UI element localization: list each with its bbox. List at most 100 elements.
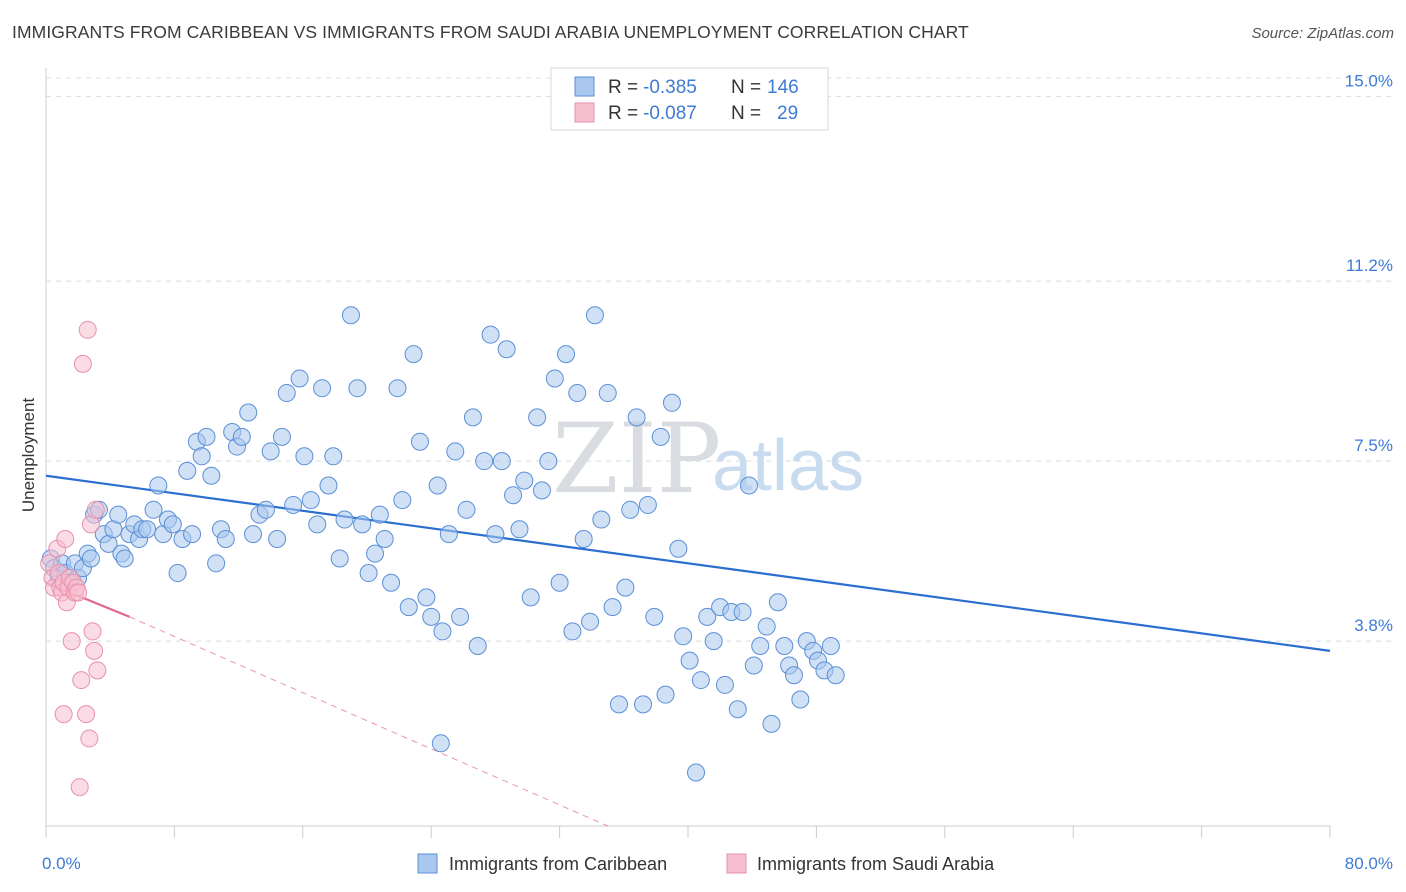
caribbean-point-55 <box>308 515 327 534</box>
caribbean-point-98 <box>557 345 576 364</box>
caribbean-point-31 <box>178 461 197 480</box>
legend-n-value-caribbean: 146 <box>767 77 799 98</box>
caribbean-point-83 <box>468 637 487 656</box>
caribbean-point-70 <box>393 491 412 510</box>
legend-r-value-saudi: -0.087 <box>643 103 697 124</box>
caribbean-point-89 <box>504 486 523 505</box>
saudi-point-21 <box>80 729 99 748</box>
saudi-point-27 <box>54 705 73 724</box>
caribbean-point-24 <box>144 500 163 519</box>
bottom-legend-swatch-caribbean <box>417 853 438 874</box>
caribbean-point-96 <box>545 369 564 388</box>
caribbean-point-88 <box>497 340 516 359</box>
saudi-point-25 <box>86 500 105 519</box>
caribbean-point-133 <box>762 714 781 733</box>
caribbean-point-39 <box>216 529 235 548</box>
caribbean-point-145 <box>431 734 450 753</box>
caribbean-point-132 <box>757 617 776 636</box>
tick-labels: 3.8% 7.5% 11.2% 15.0% 0.0% 80.0% <box>42 71 1393 873</box>
gridlines <box>46 77 1392 642</box>
caribbean-point-23 <box>138 520 157 539</box>
y-tick-label-3: 15.0% <box>1345 71 1393 90</box>
caribbean-point-28 <box>163 515 182 534</box>
caribbean-point-116 <box>662 393 681 412</box>
caribbean-point-122 <box>698 607 717 626</box>
caribbean-point-58 <box>324 447 343 466</box>
caribbean-point-74 <box>417 588 436 607</box>
caribbean-point-86 <box>486 525 505 544</box>
caribbean-point-34 <box>192 447 211 466</box>
watermark: ZIP atlas <box>552 403 864 515</box>
caribbean-point-135 <box>775 637 794 656</box>
caribbean-point-87 <box>492 452 511 471</box>
caribbean-point-35 <box>197 427 216 446</box>
caribbean-point-63 <box>353 515 372 534</box>
caribbean-point-103 <box>585 306 604 325</box>
caribbean-point-120 <box>687 763 706 782</box>
caribbean-point-79 <box>446 442 465 461</box>
caribbean-point-48 <box>268 529 287 548</box>
caribbean-point-66 <box>370 505 389 524</box>
caribbean-point-49 <box>272 427 291 446</box>
bottom-legend-label-saudi: Immigrants from Saudi Arabia <box>757 854 995 874</box>
caribbean-point-138 <box>791 690 810 709</box>
caribbean-point-109 <box>621 500 640 519</box>
caribbean-point-73 <box>410 432 429 451</box>
caribbean-point-47 <box>261 442 280 461</box>
caribbean-point-32 <box>183 525 202 544</box>
caribbean-point-52 <box>290 369 309 388</box>
caribbean-point-104 <box>592 510 611 529</box>
saudi-point-19 <box>77 705 96 724</box>
saudi-point-20 <box>78 320 97 339</box>
caribbean-point-57 <box>319 476 338 495</box>
caribbean-point-44 <box>244 525 263 544</box>
caribbean-point-117 <box>669 539 688 558</box>
caribbean-point-119 <box>680 651 699 670</box>
caribbean-point-68 <box>382 573 401 592</box>
saudi-point-17 <box>72 671 91 690</box>
caribbean-point-95 <box>539 452 558 471</box>
caribbean-point-29 <box>168 564 187 583</box>
legend-box <box>550 67 829 131</box>
caribbean-point-107 <box>609 695 628 714</box>
legend: R = -0.385 N = 146 R = -0.087 N = 29 <box>550 67 829 131</box>
caribbean-point-54 <box>301 491 320 510</box>
legend-r-label-saudi: R = <box>608 103 638 124</box>
caribbean-point-94 <box>532 481 551 500</box>
source-label: Source: ZipAtlas.com <box>1251 25 1394 42</box>
caribbean-point-59 <box>330 549 349 568</box>
caribbean-point-36 <box>202 466 221 485</box>
caribbean-point-91 <box>515 471 534 490</box>
saudi-point-16 <box>69 583 88 602</box>
caribbean-point-105 <box>598 384 617 403</box>
caribbean-point-69 <box>388 379 407 398</box>
caribbean-point-72 <box>404 345 423 364</box>
legend-r-label-caribbean: R = <box>608 77 638 98</box>
caribbean-point-127 <box>728 700 747 719</box>
caribbean-point-78 <box>439 525 458 544</box>
saudi-point-26 <box>88 661 107 680</box>
caribbean-point-84 <box>475 452 494 471</box>
caribbean-point-71 <box>399 598 418 617</box>
bottom-legend: Immigrants from Caribbean Immigrants fro… <box>417 853 995 874</box>
caribbean-point-144 <box>826 666 845 685</box>
saudi-point-23 <box>83 622 102 641</box>
caribbean-point-97 <box>550 573 569 592</box>
caribbean-point-75 <box>422 607 441 626</box>
caribbean-point-62 <box>348 379 367 398</box>
caribbean-point-85 <box>481 325 500 344</box>
legend-r-value-caribbean: -0.385 <box>643 77 697 98</box>
caribbean-point-61 <box>341 306 360 325</box>
caribbean-point-134 <box>768 593 787 612</box>
caribbean-point-82 <box>463 408 482 427</box>
caribbean-point-128 <box>733 602 752 621</box>
caribbean-point-143 <box>821 637 840 656</box>
caribbean-point-125 <box>715 675 734 694</box>
legend-n-label-caribbean: N = <box>731 77 761 98</box>
axes <box>45 68 1331 838</box>
caribbean-point-37 <box>207 554 226 573</box>
caribbean-point-42 <box>232 427 251 446</box>
caribbean-point-106 <box>603 598 622 617</box>
caribbean-point-99 <box>563 622 582 641</box>
legend-n-label-saudi: N = <box>731 103 761 124</box>
